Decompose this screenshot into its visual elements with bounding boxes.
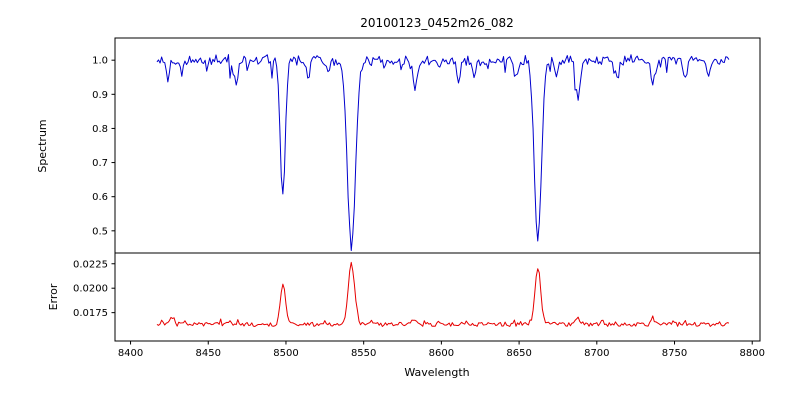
x-axis-label: Wavelength <box>404 366 469 379</box>
plot-area: 1.0 0.9 0.8 0.7 0.6 0.5 0.0225 0.0200 0.0175 8400… <box>73 37 765 359</box>
spectrum-y-tick-label: 0.9 <box>92 90 108 101</box>
x-tick-label: 8500 <box>273 348 298 359</box>
x-tick-label: 8650 <box>506 348 531 359</box>
error-frame <box>114 252 761 342</box>
x-tick-label: 8600 <box>429 348 454 359</box>
error-y-tick-label: 0.0225 <box>73 259 108 270</box>
error-y-axis-label: Error <box>47 283 60 310</box>
chart-title: 20100123_0452m26_082 <box>360 16 513 30</box>
spectrum-line <box>156 54 730 252</box>
spectrum-y-tick-label: 0.7 <box>92 158 108 169</box>
error-line <box>156 261 730 328</box>
x-tick-label: 8700 <box>584 348 609 359</box>
x-tick-label: 8750 <box>662 348 687 359</box>
x-tick-label: 8400 <box>118 348 143 359</box>
x-tick-label: 8800 <box>740 348 765 359</box>
x-tick-label: 8550 <box>351 348 376 359</box>
spectrum-y-tick-label: 0.8 <box>92 124 108 135</box>
spectrum-y-axis-label: Spectrum <box>36 119 49 172</box>
error-y-tick-label: 0.0175 <box>73 308 108 319</box>
spectrum-frame <box>114 37 761 254</box>
spectrum-y-tick-label: 1.0 <box>92 56 108 67</box>
error-y-tick-label: 0.0200 <box>73 284 108 295</box>
spectrum-y-tick-label: 0.6 <box>92 192 108 203</box>
spectrum-y-tick-label: 0.5 <box>92 226 108 237</box>
x-tick-label: 8450 <box>196 348 221 359</box>
